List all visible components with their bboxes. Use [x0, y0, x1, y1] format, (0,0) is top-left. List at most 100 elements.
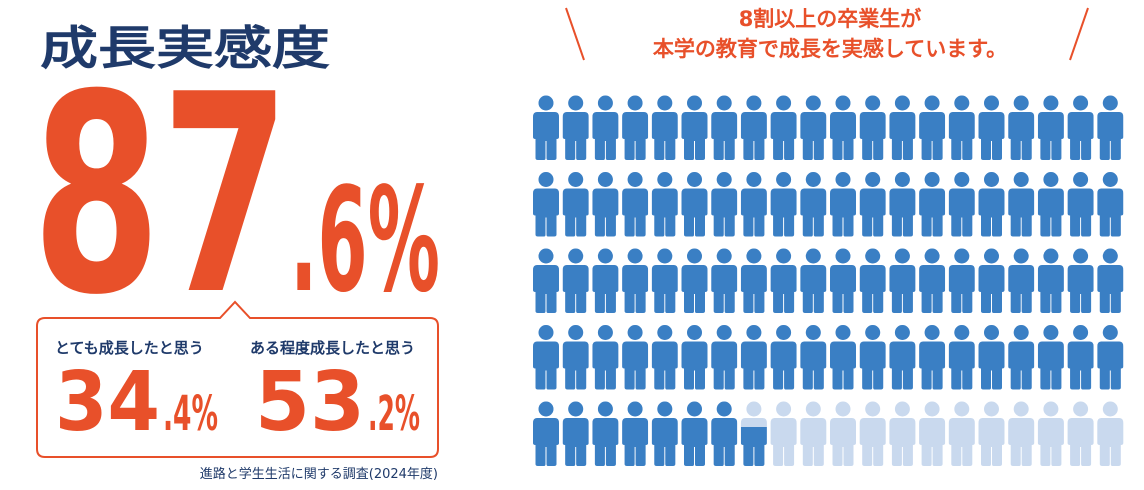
person-icon [651, 325, 678, 390]
person-filled [770, 325, 797, 390]
person-icon [978, 401, 1005, 466]
person-filled [562, 95, 589, 160]
person-icon [1008, 95, 1035, 160]
person-filled [651, 401, 678, 466]
person-icon [681, 325, 708, 390]
breakdown-integer: 34 [55, 355, 160, 450]
person-filled [740, 427, 767, 466]
person-icon [889, 248, 916, 313]
person-icon [592, 172, 619, 237]
person-icon [830, 95, 856, 160]
source-note: 進路と学生生活に関する調査(2024年度) [200, 466, 438, 482]
person-filled [651, 248, 678, 313]
person-filled [562, 172, 589, 237]
person-icon [711, 172, 738, 237]
person-icon [978, 325, 1005, 390]
person-icon [770, 401, 797, 466]
person-icon [681, 248, 708, 313]
person-icon [622, 172, 649, 237]
breakdown-box [36, 300, 439, 458]
person-filled [978, 248, 1005, 313]
person-icon [1008, 172, 1035, 237]
person-icon [1097, 172, 1124, 237]
person-icon [592, 401, 619, 466]
person-icon [1037, 248, 1064, 313]
slash-right [1069, 7, 1089, 61]
person-filled [948, 95, 975, 160]
person-filled [592, 401, 619, 466]
person-filled [770, 95, 797, 160]
person-icon [592, 95, 619, 160]
person-filled [859, 95, 886, 160]
person-icon [1008, 248, 1035, 313]
person-filled [533, 325, 559, 390]
person-filled [1008, 172, 1035, 237]
person-filled [740, 172, 767, 237]
breakdown-fraction: .4% [163, 386, 218, 442]
person-empty [1067, 401, 1094, 466]
breakdown-label: ある程度成長したと思う [250, 339, 415, 357]
person-icon [622, 401, 649, 466]
person-filled [740, 325, 767, 390]
person-filled [889, 172, 916, 237]
person-filled [859, 172, 886, 237]
slash-left [565, 7, 585, 61]
person-icon [681, 172, 708, 237]
person-icon [948, 95, 975, 160]
person-filled [830, 172, 856, 237]
person-icon [533, 172, 559, 237]
person-icon [978, 248, 1005, 313]
person-icon [1067, 95, 1094, 160]
person-empty [1037, 401, 1064, 466]
person-icon [859, 248, 886, 313]
person-filled [1097, 95, 1124, 160]
person-filled [800, 95, 827, 160]
person-filled [1097, 248, 1124, 313]
person-icon [562, 95, 589, 160]
person-filled [830, 95, 856, 160]
person-filled [889, 325, 916, 390]
person-filled [919, 95, 946, 160]
person-icon [1008, 325, 1035, 390]
person-icon [889, 325, 916, 390]
person-icon [681, 95, 708, 160]
person-icon [622, 95, 649, 160]
person-icon [562, 401, 589, 466]
person-filled [770, 248, 797, 313]
person-icon [859, 172, 886, 237]
person-filled [919, 248, 946, 313]
person-filled [859, 248, 886, 313]
person-icon [919, 248, 946, 313]
person-icon [889, 401, 916, 466]
person-icon [533, 95, 559, 160]
person-icon [1097, 401, 1124, 466]
person-filled [919, 172, 946, 237]
person-filled [889, 248, 916, 313]
headline-fraction: .6% [290, 156, 440, 324]
person-filled [859, 325, 886, 390]
title: 成長実感度 [40, 21, 330, 75]
person-filled [622, 325, 649, 390]
person-icon [830, 401, 856, 466]
person-icon [800, 172, 827, 237]
person-filled [1067, 95, 1094, 160]
person-filled [562, 401, 589, 466]
person-icon [1037, 172, 1064, 237]
person-filled [622, 248, 649, 313]
person-filled [592, 95, 619, 160]
person-filled [1037, 248, 1064, 313]
person-filled [740, 248, 767, 313]
person-filled [830, 325, 856, 390]
person-empty [948, 401, 975, 466]
person-filled [1037, 325, 1064, 390]
person-icon [830, 172, 856, 237]
person-filled [681, 325, 708, 390]
person-icon [859, 325, 886, 390]
person-icon [651, 401, 678, 466]
person-icon [622, 325, 649, 390]
person-icon [1037, 325, 1064, 390]
person-filled [622, 172, 649, 237]
person-icon [740, 248, 767, 313]
person-icon [859, 95, 886, 160]
person-empty [800, 401, 827, 466]
